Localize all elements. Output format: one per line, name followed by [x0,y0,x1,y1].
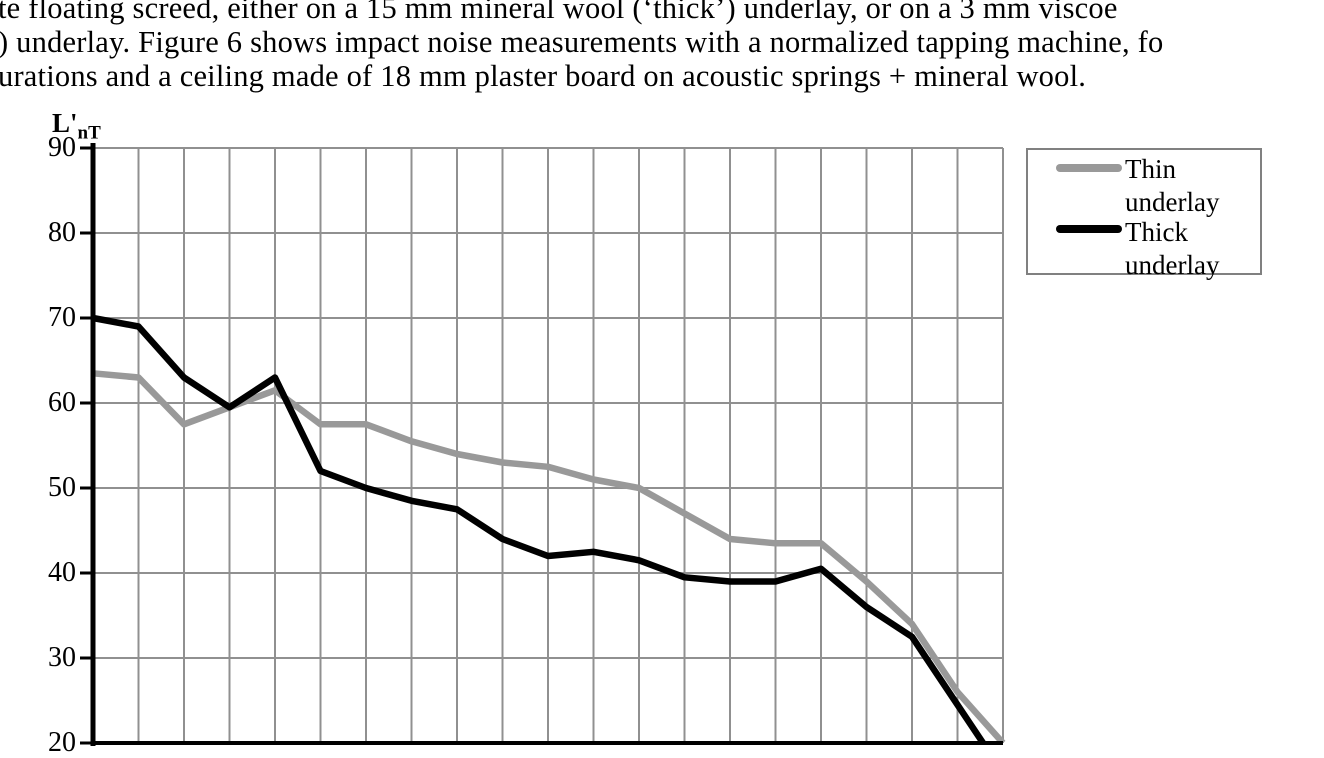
legend-label-thick: Thick underlay [1125,216,1219,282]
y-axis-tick-label: 30 [48,642,76,673]
legend-line-sample-thin [1056,164,1122,172]
y-axis-tick-label: 60 [48,387,76,418]
y-axis-title-sub: nT [77,122,101,144]
text-line-2: ) underlay. Figure 6 shows impact noise … [0,25,1164,59]
y-axis-tick-label: 70 [48,302,76,333]
legend-text: Thick [1125,217,1188,247]
legend-line-sample-thick [1056,225,1122,233]
y-axis-tick-label: 40 [48,557,76,588]
legend-text: underlay [1125,187,1220,217]
legend-label-thin: Thin underlay [1125,153,1219,219]
text-line-1: te floating screed, either on a 15 mm mi… [0,0,1118,25]
y-axis-tick-label: 80 [48,217,76,248]
y-axis-tick-label: 20 [48,727,76,758]
legend-text: Thin [1125,154,1176,184]
legend-text: underlay [1125,250,1220,280]
y-axis-title: L'nT [52,108,101,142]
y-axis-tick-label: 90 [48,132,76,163]
y-axis-title-main: L' [52,108,78,138]
y-axis-tick-label: 50 [48,472,76,503]
text-line-3: urations and a ceiling made of 18 mm pla… [0,59,1087,93]
chart-legend: Thin underlay Thick underlay [1026,148,1262,280]
